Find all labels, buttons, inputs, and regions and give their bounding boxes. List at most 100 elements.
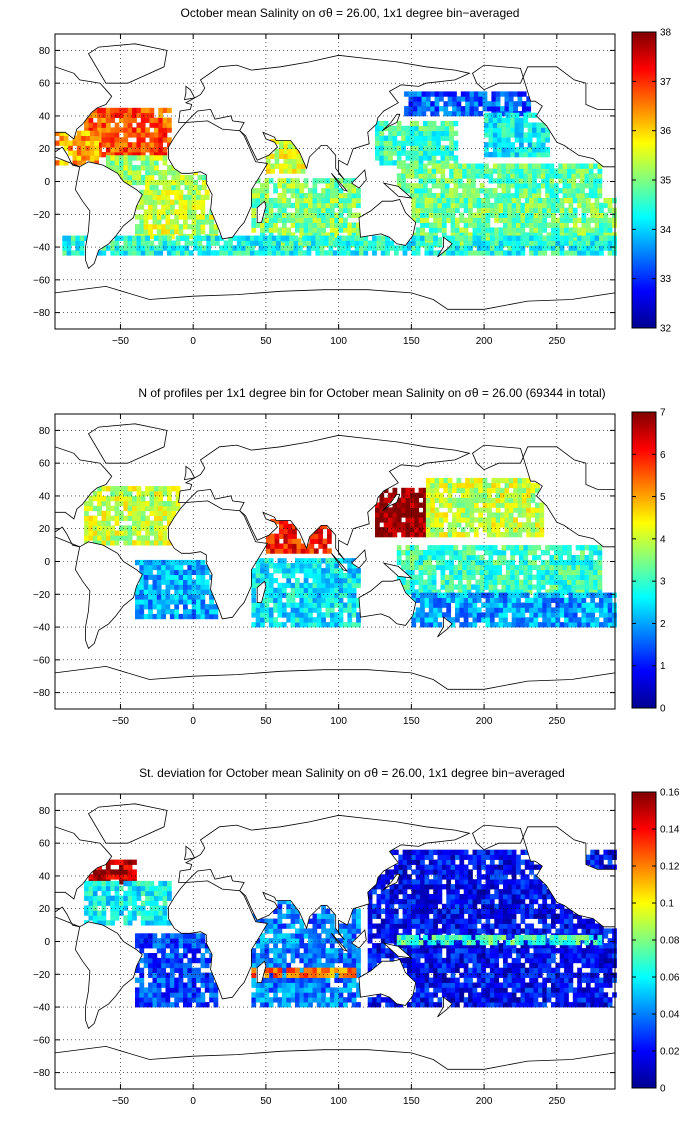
data-cell: [536, 137, 542, 143]
data-cell: [446, 197, 452, 204]
data-cell: [389, 1002, 395, 1008]
data-cell: [542, 617, 548, 623]
data-cell: [343, 183, 348, 189]
data-cell: [559, 597, 565, 603]
data-cell: [411, 894, 417, 900]
data-cell: [420, 232, 425, 238]
data-cell: [428, 884, 434, 890]
data-cell: [409, 554, 415, 561]
data-cell: [295, 212, 300, 218]
data-cell: [466, 564, 472, 571]
data-cell: [167, 491, 172, 497]
data-cell: [267, 240, 273, 246]
data-cell: [148, 229, 153, 235]
data-cell: [420, 948, 425, 954]
data-cell: [277, 193, 283, 199]
data-cell: [165, 579, 171, 585]
data-cell: [162, 122, 168, 128]
data-cell: [347, 227, 353, 233]
data-cell: [158, 170, 164, 176]
data-cell: [577, 607, 582, 613]
data-cell: [495, 101, 501, 107]
data-cell: [409, 569, 415, 576]
data-cell: [123, 174, 129, 181]
data-cell: [439, 492, 444, 499]
data-cell: [564, 622, 569, 628]
data-cell: [478, 111, 484, 117]
data-cell: [132, 240, 137, 246]
data-cell: [532, 584, 537, 590]
data-cell: [497, 147, 502, 153]
data-cell: [567, 168, 572, 174]
data-cell: [414, 163, 420, 169]
data-cell: [303, 573, 309, 579]
data-cell: [283, 153, 289, 159]
data-cell: [343, 193, 348, 199]
data-cell: [251, 207, 257, 214]
data-cell: [504, 522, 510, 528]
data-cell: [482, 106, 488, 112]
data-cell: [329, 212, 335, 218]
data-cell: [379, 532, 385, 538]
data-cell: [396, 140, 402, 146]
data-cell: [123, 905, 129, 911]
data-cell: [140, 240, 146, 246]
data-cell: [88, 112, 94, 119]
data-cell: [105, 530, 111, 536]
data-cell: [191, 569, 197, 576]
data-cell: [303, 602, 309, 608]
data-cell: [196, 569, 201, 576]
data-cell: [551, 622, 556, 628]
data-cell: [535, 527, 540, 533]
data-cell: [551, 207, 556, 214]
data-cell: [136, 535, 142, 541]
data-cell: [433, 612, 438, 618]
data-cell: [156, 199, 162, 205]
data-cell: [523, 193, 529, 199]
data-cell: [559, 207, 565, 214]
data-cell: [580, 545, 585, 551]
data-cell: [607, 612, 613, 618]
data-cell: [396, 559, 402, 566]
data-cell: [420, 908, 425, 915]
data-cell: [452, 497, 457, 503]
data-cell: [559, 242, 565, 248]
data-cell: [588, 569, 594, 576]
data-cell: [140, 491, 146, 497]
data-cell: [513, 482, 518, 489]
data-cell: [201, 184, 207, 191]
data-cell: [149, 174, 155, 181]
data-cell: [265, 548, 271, 554]
x-tick-label: −50: [112, 716, 129, 727]
data-cell: [196, 609, 201, 615]
data-cell: [158, 491, 164, 497]
data-cell: [478, 497, 484, 503]
data-cell: [492, 112, 498, 119]
data-cell: [316, 563, 322, 569]
data-cell: [514, 132, 520, 138]
data-cell: [303, 222, 309, 228]
data-cell: [460, 502, 466, 508]
data-cell: [167, 920, 172, 926]
data-cell: [514, 183, 520, 189]
data-cell: [255, 617, 261, 623]
data-cell: [549, 559, 555, 566]
data-cell: [456, 96, 462, 102]
data-cell: [393, 923, 399, 929]
data-cell: [436, 160, 441, 166]
data-cell: [581, 202, 587, 209]
data-cell: [92, 127, 98, 133]
data-cell: [268, 222, 274, 228]
data-cell: [337, 245, 342, 251]
data-cell: [511, 612, 517, 618]
data-cell: [597, 193, 603, 199]
data-cell: [145, 540, 150, 546]
data-cell: [92, 495, 98, 502]
data-cell: [158, 174, 164, 181]
data-cell: [328, 250, 334, 256]
data-cell: [139, 189, 145, 196]
data-cell: [489, 202, 495, 209]
data-cell: [389, 898, 395, 905]
data-cell: [334, 212, 340, 218]
data-cell: [580, 569, 585, 576]
